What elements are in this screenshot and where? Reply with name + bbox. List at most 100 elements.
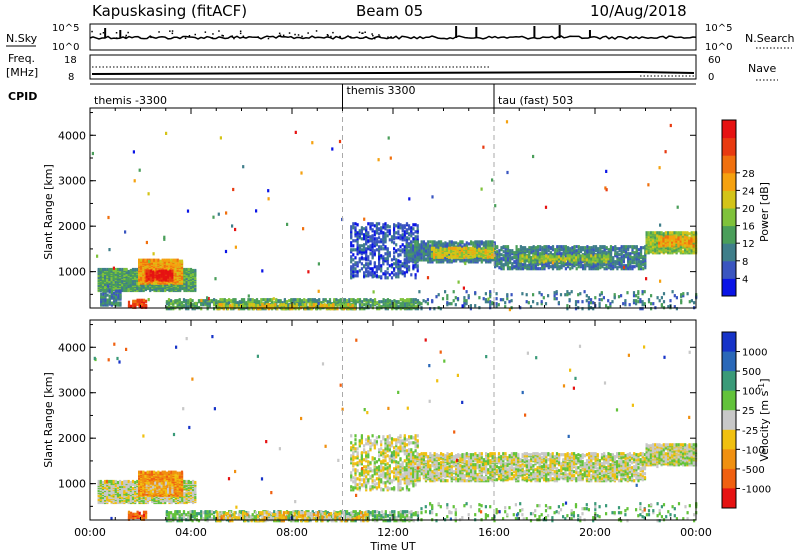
heatmap-cell: [549, 265, 552, 269]
heatmap-cell: [356, 231, 359, 235]
heatmap-cell: [380, 226, 383, 230]
heatmap-cell: [437, 260, 440, 264]
heatmap-cell: [532, 263, 535, 267]
heatmap-cell: [380, 300, 383, 304]
heatmap-cell: [138, 287, 141, 292]
heatmap-cell: [378, 300, 381, 304]
heatmap-cell: [607, 251, 610, 255]
heatmap-cell: [375, 224, 378, 228]
heatmap-cell: [494, 245, 497, 249]
heatmap-cell: [232, 298, 235, 302]
heatmap-cell: [274, 303, 277, 307]
heatmap-cell: [416, 243, 419, 247]
heatmap-cell: [627, 259, 630, 263]
heatmap-cell: [369, 239, 372, 243]
heatmap-cell: [147, 269, 150, 273]
heatmap-cell: [113, 291, 116, 295]
heatmap-cell: [361, 300, 364, 304]
noise-right-tick-bottom: 10^0: [705, 42, 732, 53]
heatmap-cell: [624, 264, 628, 268]
noise-search-dot: [211, 37, 214, 39]
heatmap-cell: [393, 228, 396, 232]
heatmap-cell: [416, 227, 419, 231]
heatmap-cell: [144, 271, 147, 275]
heatmap-cell: [373, 265, 376, 269]
heatmap-cell: [439, 251, 442, 255]
heatmap-cell: [178, 263, 181, 267]
heatmap-cell: [356, 252, 359, 256]
heatmap-cell: [384, 301, 387, 305]
heatmap-cell: [427, 256, 430, 260]
heatmap-cell: [367, 239, 370, 243]
heatmap-cell: [543, 262, 546, 266]
heatmap-cell: [486, 248, 489, 252]
heatmap-cell: [496, 262, 499, 266]
heatmap-cell: [430, 252, 434, 256]
noise-search-dot: [387, 36, 389, 38]
heatmap-cell: [532, 245, 535, 249]
heatmap-cell: [403, 274, 406, 278]
heatmap-cell: [401, 243, 404, 247]
heatmap-cell: [285, 302, 289, 306]
heatmap-cell: [136, 281, 139, 286]
heatmap-cell: [116, 267, 120, 272]
heatmap-cell: [427, 251, 430, 255]
heatmap-cell: [474, 244, 477, 248]
heatmap-cell: [644, 261, 647, 265]
heatmap-cell: [635, 255, 638, 259]
heatmap-cell: [167, 277, 170, 281]
heatmap-cell: [104, 267, 107, 272]
heatmap-cell: [564, 252, 567, 256]
heatmap-cell: [519, 248, 522, 252]
heatmap-cell: [240, 307, 244, 311]
heatmap-cell: [433, 255, 436, 259]
heatmap-cell: [99, 267, 102, 272]
noise-left-tick-bottom: 10^0: [52, 42, 79, 53]
heatmap-cell: [488, 249, 491, 253]
heatmap-cell: [138, 258, 141, 262]
heatmap-cell: [609, 258, 613, 262]
heatmap-cell: [408, 237, 411, 241]
heatmap-cell: [605, 265, 608, 269]
heatmap-cell: [110, 277, 113, 282]
heatmap-cell: [254, 304, 258, 308]
heatmap-cell: [622, 250, 625, 254]
heatmap-cell: [631, 250, 634, 254]
heatmap-cell: [506, 251, 510, 255]
heatmap-cell: [290, 298, 293, 302]
heatmap-cell: [245, 301, 248, 305]
heatmap-cell: [102, 289, 105, 293]
heatmap-cell: [131, 269, 135, 274]
heatmap-cell: [527, 258, 530, 262]
heatmap-cell: [554, 262, 557, 266]
heatmap-cell: [382, 255, 385, 259]
heatmap-cell: [127, 278, 130, 283]
heatmap-cell: [575, 267, 578, 271]
heatmap-cell: [312, 303, 315, 307]
heatmap-cell: [509, 249, 512, 253]
heatmap-cell: [405, 258, 408, 262]
heatmap-cell: [165, 261, 169, 265]
heatmap-cell: [132, 302, 135, 306]
heatmap-cell: [112, 286, 115, 291]
heatmap-cell: [541, 251, 544, 255]
heatmap-cell: [293, 305, 296, 309]
heatmap-cell: [367, 270, 370, 274]
noise-sky-line: [89, 35, 697, 40]
heatmap-cell: [170, 302, 173, 306]
heatmap-cell: [515, 255, 518, 259]
heatmap-cell: [269, 304, 273, 308]
heatmap-cell: [588, 264, 591, 268]
heatmap-cell: [397, 253, 400, 257]
heatmap-cell: [131, 267, 135, 272]
heatmap-cell: [325, 304, 328, 308]
heatmap-cell: [114, 267, 117, 272]
heatmap-cell: [345, 303, 348, 307]
heatmap-cell: [408, 232, 411, 236]
noise-search-dot: [233, 37, 235, 40]
heatmap-cell: [424, 246, 428, 250]
heatmap-cell: [412, 303, 415, 307]
heatmap-cell: [536, 252, 540, 256]
heatmap-cell: [116, 286, 120, 291]
heatmap-cell: [219, 301, 222, 305]
